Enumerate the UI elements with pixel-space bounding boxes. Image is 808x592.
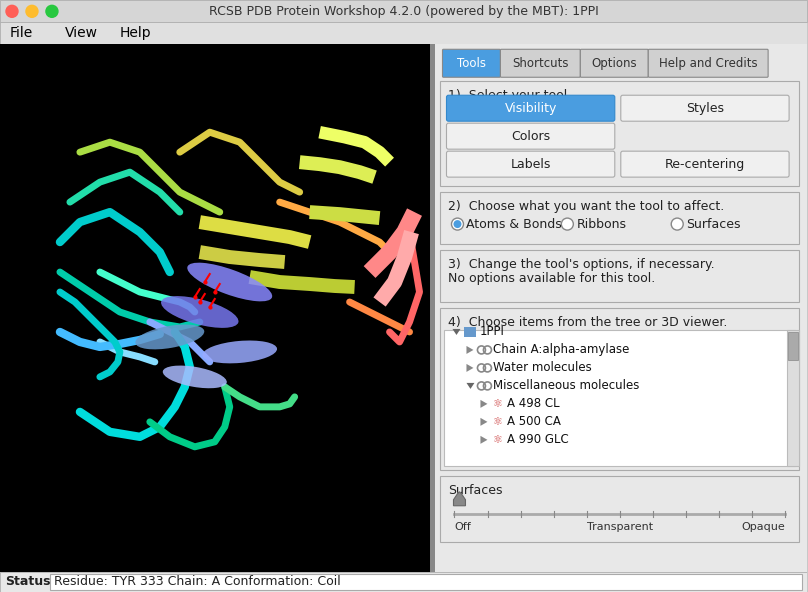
Polygon shape bbox=[481, 436, 487, 444]
Circle shape bbox=[562, 218, 574, 230]
FancyBboxPatch shape bbox=[787, 330, 799, 466]
Polygon shape bbox=[453, 492, 465, 506]
Ellipse shape bbox=[161, 296, 238, 328]
Text: Colors: Colors bbox=[511, 130, 550, 143]
FancyBboxPatch shape bbox=[430, 44, 435, 572]
Text: Visibility: Visibility bbox=[504, 102, 557, 115]
FancyBboxPatch shape bbox=[50, 574, 802, 590]
FancyBboxPatch shape bbox=[465, 327, 477, 337]
Circle shape bbox=[26, 5, 38, 17]
Text: 1)  Select your tool.: 1) Select your tool. bbox=[448, 89, 572, 102]
FancyBboxPatch shape bbox=[0, 572, 807, 591]
Text: Help: Help bbox=[120, 26, 151, 40]
Text: Miscellaneous molecules: Miscellaneous molecules bbox=[494, 379, 640, 392]
Text: No options available for this tool.: No options available for this tool. bbox=[448, 272, 656, 285]
FancyBboxPatch shape bbox=[443, 49, 500, 77]
FancyBboxPatch shape bbox=[0, 1, 807, 22]
Text: A 500 CA: A 500 CA bbox=[507, 416, 562, 429]
FancyBboxPatch shape bbox=[0, 44, 430, 572]
Polygon shape bbox=[466, 364, 473, 372]
Circle shape bbox=[453, 220, 461, 228]
Text: Chain A:alpha-amylase: Chain A:alpha-amylase bbox=[494, 343, 629, 356]
Text: Tools: Tools bbox=[457, 57, 486, 70]
Text: Ribbons: Ribbons bbox=[576, 218, 626, 230]
FancyBboxPatch shape bbox=[500, 49, 580, 77]
Ellipse shape bbox=[135, 324, 204, 349]
FancyBboxPatch shape bbox=[621, 151, 789, 177]
Text: Transparent: Transparent bbox=[587, 522, 653, 532]
Polygon shape bbox=[466, 383, 474, 389]
Text: Opaque: Opaque bbox=[742, 522, 785, 532]
Text: Re-centering: Re-centering bbox=[665, 157, 745, 170]
Ellipse shape bbox=[202, 340, 277, 363]
Text: Surfaces: Surfaces bbox=[686, 218, 741, 230]
Text: ⚛: ⚛ bbox=[492, 417, 503, 427]
FancyBboxPatch shape bbox=[435, 44, 807, 572]
Text: Shortcuts: Shortcuts bbox=[512, 57, 569, 70]
Text: Help and Credits: Help and Credits bbox=[659, 57, 758, 70]
Text: Atoms & Bonds: Atoms & Bonds bbox=[466, 218, 562, 230]
Text: Surfaces: Surfaces bbox=[448, 484, 503, 497]
FancyBboxPatch shape bbox=[0, 22, 807, 44]
Text: File: File bbox=[10, 26, 33, 40]
FancyBboxPatch shape bbox=[440, 192, 799, 244]
Text: ⚛: ⚛ bbox=[492, 399, 503, 409]
Ellipse shape bbox=[187, 263, 272, 301]
Text: ⚛: ⚛ bbox=[492, 435, 503, 445]
Circle shape bbox=[46, 5, 58, 17]
Text: Status:: Status: bbox=[5, 575, 56, 588]
Text: Residue: TYR 333 Chain: A Conformation: Coil: Residue: TYR 333 Chain: A Conformation: … bbox=[54, 575, 341, 588]
Circle shape bbox=[671, 218, 684, 230]
Polygon shape bbox=[481, 400, 487, 408]
FancyBboxPatch shape bbox=[580, 49, 648, 77]
Ellipse shape bbox=[162, 366, 227, 388]
FancyBboxPatch shape bbox=[648, 49, 768, 77]
Text: 3)  Change the tool's options, if necessary.: 3) Change the tool's options, if necessa… bbox=[448, 258, 715, 271]
FancyBboxPatch shape bbox=[621, 95, 789, 121]
Text: A 498 CL: A 498 CL bbox=[507, 397, 560, 410]
FancyBboxPatch shape bbox=[447, 95, 615, 121]
Text: Styles: Styles bbox=[686, 102, 724, 115]
Text: View: View bbox=[65, 26, 98, 40]
FancyBboxPatch shape bbox=[788, 332, 798, 360]
Text: Off: Off bbox=[454, 522, 471, 532]
FancyBboxPatch shape bbox=[440, 81, 799, 186]
Polygon shape bbox=[452, 329, 461, 335]
Text: RCSB PDB Protein Workshop 4.2.0 (powered by the MBT): 1PPI: RCSB PDB Protein Workshop 4.2.0 (powered… bbox=[208, 5, 599, 18]
FancyBboxPatch shape bbox=[444, 330, 795, 466]
FancyBboxPatch shape bbox=[447, 123, 615, 149]
Text: 1PPI: 1PPI bbox=[479, 326, 504, 339]
Polygon shape bbox=[481, 418, 487, 426]
FancyBboxPatch shape bbox=[440, 250, 799, 302]
Text: Labels: Labels bbox=[511, 157, 551, 170]
Circle shape bbox=[6, 5, 18, 17]
Polygon shape bbox=[466, 346, 473, 354]
FancyBboxPatch shape bbox=[440, 308, 799, 470]
Text: Options: Options bbox=[591, 57, 638, 70]
Circle shape bbox=[452, 218, 464, 230]
Text: 2)  Choose what you want the tool to affect.: 2) Choose what you want the tool to affe… bbox=[448, 200, 725, 213]
Text: 4)  Choose items from the tree or 3D viewer.: 4) Choose items from the tree or 3D view… bbox=[448, 316, 728, 329]
FancyBboxPatch shape bbox=[440, 476, 799, 542]
Text: Water molecules: Water molecules bbox=[494, 362, 592, 374]
FancyBboxPatch shape bbox=[447, 151, 615, 177]
Text: A 990 GLC: A 990 GLC bbox=[507, 433, 569, 446]
